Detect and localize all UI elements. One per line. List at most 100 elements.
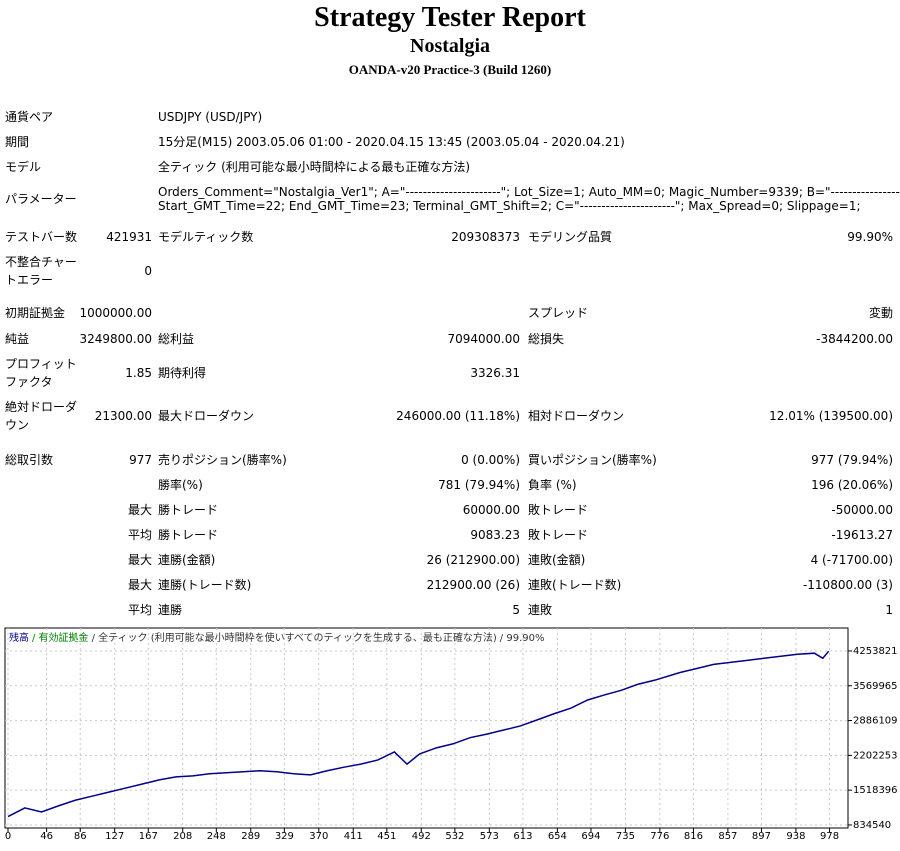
row-label: 最大ドローダウン — [158, 409, 255, 423]
text-line: 全ティック (利用可能な最小時間枠による最も正確な方法) — [158, 160, 471, 174]
text-line: Orders_Comment="Nostalgia_Ver1"; A="----… — [158, 185, 900, 199]
y-tick-label: 3569965 — [853, 681, 898, 692]
x-tick-label: 289 — [241, 831, 260, 842]
row-value: 99.90% — [847, 230, 893, 244]
report-row: 期間 15分足(M15) 2003.05.06 01:00 - 2020.04.1… — [0, 127, 900, 157]
x-tick-label: 167 — [139, 831, 158, 842]
row-value: 781 (79.94%) — [438, 478, 520, 492]
row-qualifier: 最大 — [127, 553, 152, 567]
x-tick-label: 654 — [548, 831, 567, 842]
legend-entry: 残高 — [9, 631, 29, 644]
row-value: -19613.27 — [831, 528, 893, 542]
row-value: 977 — [129, 453, 152, 467]
row-label: 相対ドローダウン — [528, 409, 625, 423]
row-label: 初期証拠金 — [5, 306, 66, 320]
row-label: 買いポジション(勝率%) — [528, 453, 657, 467]
row-label: 敗トレード — [528, 528, 589, 542]
row-value: 212900.00 (26) — [426, 578, 520, 592]
x-tick-label: 86 — [74, 831, 87, 842]
row-label: 売りポジション(勝率%) — [158, 453, 287, 467]
x-tick-label: 613 — [513, 831, 532, 842]
row-label: 純益 — [5, 332, 30, 346]
text-line: USDJPY (USD/JPY) — [158, 110, 263, 124]
row-label: 総利益 — [158, 332, 195, 346]
report-row: 最大 勝トレード 60000.00 敗トレード -50000.00 — [0, 495, 900, 525]
row-label: 連敗(金額) — [528, 553, 586, 567]
row-text: 全ティック (利用可能な最小時間枠による最も正確な方法) — [158, 152, 470, 182]
balance-line — [7, 650, 830, 818]
x-tick-label: 857 — [718, 831, 737, 842]
report-row: 平均 勝トレード 9083.23 敗トレード -19613.27 — [0, 520, 900, 550]
chart-frame — [4, 627, 849, 829]
x-tick-label: 532 — [445, 831, 464, 842]
row-label: 連敗 — [528, 603, 553, 617]
row-value: 21300.00 — [94, 409, 152, 423]
row-value: 5 — [512, 603, 520, 617]
legend-text: / 99.90% — [500, 633, 545, 644]
row-label: 総取引数 — [5, 453, 54, 467]
row-text: Orders_Comment="Nostalgia_Ver1"; A="----… — [158, 184, 900, 214]
row-label: 総損失 — [528, 332, 565, 346]
row-value: 3249800.00 — [79, 332, 152, 346]
row-text: USDJPY (USD/JPY) — [158, 102, 262, 132]
x-tick-label: 938 — [786, 831, 805, 842]
row-label: 不整合チャートエラー — [5, 255, 77, 287]
row-qualifier: 平均 — [127, 528, 152, 542]
row-value: 196 (20.06%) — [811, 478, 893, 492]
row-value: 26 (212900.00) — [426, 553, 520, 567]
report-row: プロフィットファクタ 1.85 期待利得 3326.31 — [0, 357, 900, 389]
row-label: モデルティック数 — [158, 230, 254, 244]
y-tick-label: 2886109 — [853, 716, 898, 727]
row-label: 期間 — [5, 135, 30, 149]
row-value: 1.85 — [125, 366, 152, 380]
row-label: 通貨ペア — [5, 110, 54, 124]
x-tick-label: 46 — [40, 831, 53, 842]
x-tick-label: 694 — [581, 831, 600, 842]
report-row: 絶対ドローダウン 21300.00 最大ドローダウン 246000.00 (11.18… — [0, 400, 900, 432]
row-value: 1000000.00 — [79, 306, 152, 320]
report-row: 総取引数 977 売りポジション(勝率%) 0 (0.00%) 買いポジション(勝率%)… — [0, 445, 900, 475]
report-row: 勝率(%) 781 (79.94%) 負率 (%) 196 (20.06%) — [0, 470, 900, 500]
row-label: 絶対ドローダウン — [5, 400, 78, 432]
y-tick-label: 834540 — [853, 820, 891, 831]
x-tick-label: 127 — [105, 831, 124, 842]
row-label: 連敗(トレード数) — [528, 578, 622, 592]
report-row: モデル 全ティック (利用可能な最小時間枠による最も正確な方法) — [0, 152, 900, 182]
row-label: テストバー数 — [5, 230, 78, 244]
row-label: 連勝(金額) — [158, 553, 216, 567]
row-label: 敗トレード — [528, 503, 589, 517]
row-value: 7094000.00 — [447, 332, 520, 346]
row-label: 勝トレード — [158, 528, 219, 542]
legend-text: / 全ティック (利用可能な最小時間枠を使いすべてのティックを生成する、最も正確… — [92, 631, 497, 644]
report-row: テストバー数 421931 モデルティック数 209308373 モデリング品質 99.9… — [0, 222, 900, 252]
report-row: 不整合チャートエラー 0 — [0, 255, 900, 287]
row-value: 977 (79.94%) — [811, 453, 893, 467]
expert-name: Nostalgia — [410, 35, 490, 57]
row-value: -110800.00 (3) — [802, 578, 893, 592]
row-label: 連勝 — [158, 603, 183, 617]
x-tick-label: 735 — [616, 831, 635, 842]
row-value: 0 — [144, 264, 152, 278]
x-tick-label: 208 — [173, 831, 192, 842]
report-row: パラメーター Orders_Comment="Nostalgia_Ver1"; A… — [0, 184, 900, 214]
row-value: 0 (0.00%) — [461, 453, 520, 467]
row-qualifier: 平均 — [127, 603, 152, 617]
report-row: 初期証拠金 1000000.00 スプレッド 変動 — [0, 298, 900, 328]
y-tick-label: 4253821 — [853, 646, 898, 657]
report-row: 純益 3249800.00 総利益 7094000.00 総損失 -3844200.00 — [0, 324, 900, 354]
row-value: 1 — [885, 603, 893, 617]
report-row: 最大 連勝(金額) 26 (212900.00) 連敗(金額) 4 (-71700.00… — [0, 545, 900, 575]
y-tick-label: 1518396 — [853, 785, 898, 796]
report-title: Strategy Tester Report — [314, 2, 586, 33]
row-label: パラメーター — [5, 192, 77, 206]
row-value: 421931 — [106, 230, 152, 244]
row-value: 3326.31 — [470, 366, 520, 380]
row-label: モデル — [5, 160, 42, 174]
row-label: プロフィットファクタ — [5, 357, 77, 389]
text-line: Start_GMT_Time=22; End_GMT_Time=23; Term… — [158, 199, 861, 213]
row-label: スプレッド — [528, 306, 589, 320]
legend-text: / 有効証拠金 — [32, 631, 89, 644]
row-label: 負率 (%) — [528, 478, 577, 492]
x-tick-label: 816 — [684, 831, 703, 842]
